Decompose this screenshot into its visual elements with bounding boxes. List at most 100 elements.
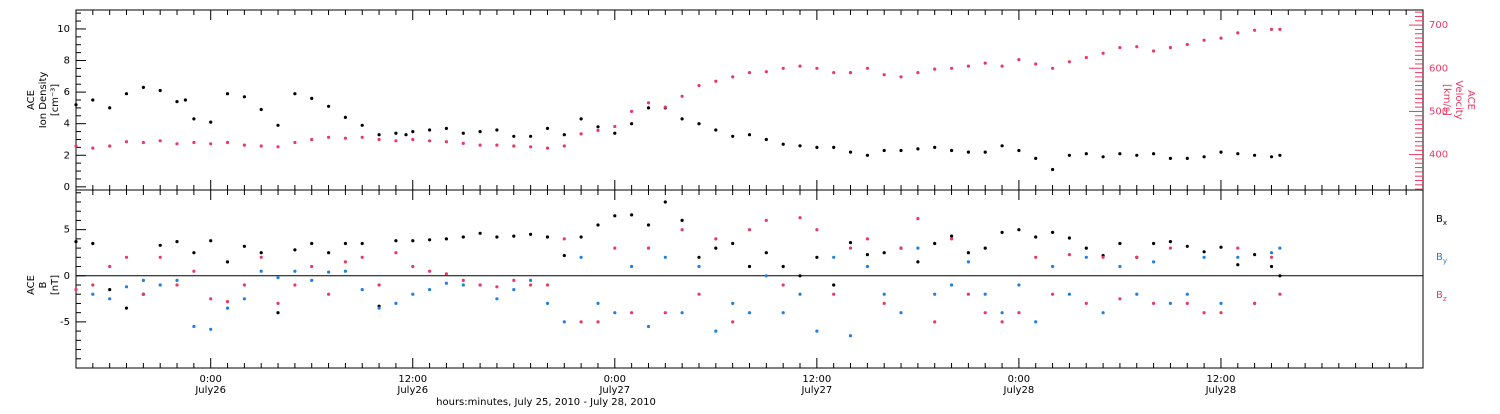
velocity-point (916, 71, 920, 75)
bz-point (646, 246, 651, 250)
density-point (242, 95, 246, 99)
bx-point (815, 255, 819, 259)
bz-point (596, 320, 600, 324)
bz-point (697, 292, 701, 296)
by-point (209, 327, 213, 331)
density-point (444, 126, 448, 130)
density-point (1278, 153, 1282, 157)
bx-point (697, 255, 701, 259)
density-point (394, 131, 398, 135)
bx-point (983, 246, 987, 250)
bottom-left-ylabel-line3: [nT] (50, 275, 61, 295)
bx-point (1000, 230, 1004, 234)
bx-point (832, 283, 836, 287)
by-point (1168, 301, 1172, 305)
x-tick-day: July28 (1003, 385, 1035, 396)
bz-point (1185, 301, 1189, 305)
bz-point (1017, 311, 1021, 315)
bz-point (815, 228, 819, 232)
by-point (882, 292, 886, 296)
bz-point (276, 301, 280, 305)
density-point (175, 100, 179, 104)
top-right-ylabel: ACE Velocity [km/s] (1441, 80, 1476, 119)
velocity-point (848, 71, 853, 75)
bz-point (91, 283, 95, 287)
velocity-point (1168, 46, 1172, 50)
bz-point (461, 278, 465, 282)
by-point (327, 270, 331, 274)
by-point (1051, 264, 1055, 269)
density-point (916, 147, 920, 151)
density-point (108, 106, 112, 110)
top-right-ylabel-line3: [km/s] (1441, 84, 1452, 116)
top-ytick-label: 6 (64, 87, 70, 98)
by-point (613, 311, 617, 315)
density-point (276, 123, 280, 127)
velocity-point (714, 79, 718, 83)
velocity-point (983, 61, 987, 65)
density-point (124, 92, 129, 96)
by-point (630, 264, 634, 269)
bz-point (899, 246, 903, 250)
bx-point (1236, 263, 1240, 267)
legend: Bx By Bz (1436, 214, 1447, 303)
density-point (646, 106, 651, 110)
by-point (428, 288, 432, 292)
by-point (562, 320, 566, 324)
by-point (798, 292, 802, 296)
velocity-point (360, 135, 364, 139)
bz-point (394, 251, 398, 255)
velocity-point (327, 135, 331, 139)
velocity-point (933, 67, 937, 71)
density-point (579, 117, 583, 121)
by-point (1118, 264, 1122, 269)
density-point (310, 96, 314, 100)
density-point (1269, 155, 1274, 159)
bz-point (731, 320, 735, 324)
bz-point (747, 228, 752, 232)
velocity-point (966, 64, 971, 68)
bx-point (630, 213, 634, 217)
velocity-point (259, 144, 263, 148)
velocity-point (1017, 58, 1021, 62)
velocity-point (529, 145, 533, 149)
velocity-point (1278, 27, 1282, 31)
density-point (1101, 155, 1105, 159)
velocity-point (882, 73, 886, 77)
bx-point (596, 223, 600, 227)
bz-point (916, 217, 920, 221)
bz-point (209, 297, 213, 301)
by-point (461, 283, 465, 287)
bz-point (579, 320, 583, 324)
x-tick-time: 0:00 (604, 374, 626, 385)
by-point (1219, 301, 1223, 305)
bx-point (1034, 235, 1038, 239)
by-point (815, 329, 819, 333)
density-point (1067, 153, 1071, 157)
x-tick-time: 0:00 (1008, 374, 1030, 385)
top-ytick-label: 10 (57, 24, 70, 35)
bz-point (158, 255, 162, 259)
x-tick-time: 12:00 (802, 374, 831, 385)
bx-point (209, 239, 213, 243)
bz-point (1067, 253, 1071, 257)
by-point (411, 292, 415, 296)
by-point (950, 283, 954, 287)
bx-point (108, 288, 112, 292)
velocity-point (1269, 27, 1274, 31)
bottom-ytick-label: 5 (64, 225, 70, 236)
bx-point (1168, 240, 1172, 244)
density-point (1034, 156, 1038, 160)
bx-point (343, 241, 347, 246)
bx-point (259, 251, 263, 255)
bx-point (747, 264, 752, 269)
bottom-y-ticks: -5 0 5 (60, 192, 86, 360)
bx-point (1152, 241, 1156, 246)
by-point (310, 278, 314, 282)
right-ytick-label: 500 (1429, 106, 1448, 117)
top-left-ylabel-line3: [cm⁻³] (50, 84, 61, 116)
bx-point (175, 240, 179, 244)
density-point (74, 103, 78, 107)
right-ytick-label: 400 (1429, 150, 1448, 161)
